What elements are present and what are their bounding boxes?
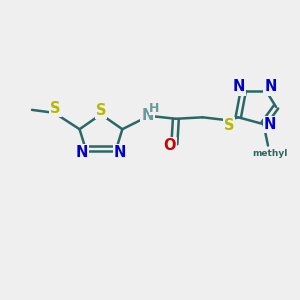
Text: S: S bbox=[96, 103, 106, 118]
Text: N: N bbox=[264, 117, 276, 132]
Text: N: N bbox=[264, 80, 277, 94]
Text: H: H bbox=[149, 102, 160, 115]
Text: N: N bbox=[233, 80, 245, 94]
Text: S: S bbox=[50, 101, 61, 116]
Text: O: O bbox=[164, 138, 176, 153]
Text: S: S bbox=[224, 118, 234, 133]
Text: N: N bbox=[114, 145, 126, 160]
Text: N: N bbox=[141, 108, 154, 123]
Text: methyl: methyl bbox=[252, 148, 287, 158]
Text: N: N bbox=[76, 145, 88, 160]
